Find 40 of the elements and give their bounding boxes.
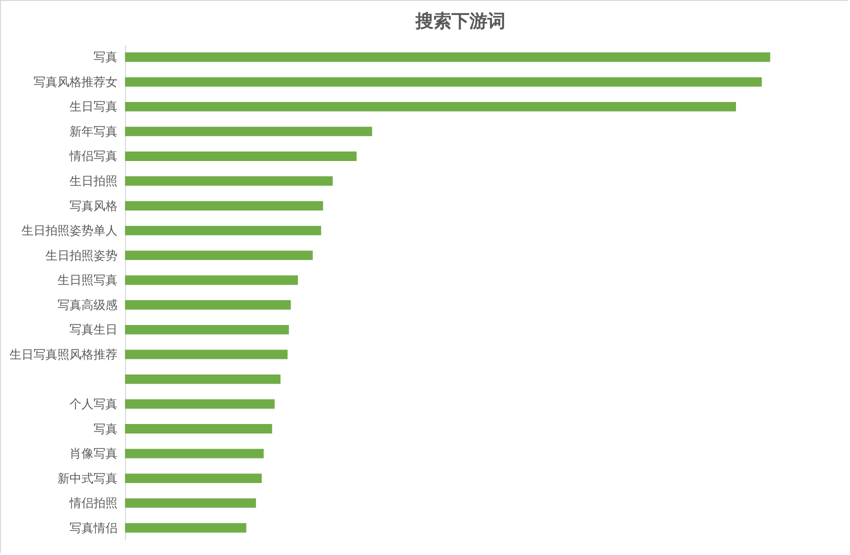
y-tick-label: 情侣拍照 [68, 496, 118, 510]
bar [125, 399, 275, 409]
bar [125, 126, 372, 136]
bar [125, 324, 289, 334]
y-tick-label: 写真 [94, 422, 118, 436]
bar [125, 474, 262, 484]
bar [125, 275, 298, 285]
bar [125, 77, 762, 87]
y-tick-label: 生日拍照 [70, 174, 118, 188]
y-tick-label: 生日写真 [70, 100, 118, 114]
y-tick-label: 个人写真 [70, 396, 118, 411]
bar [125, 374, 280, 384]
bar [125, 498, 256, 508]
bar [125, 52, 770, 62]
bar [125, 152, 357, 161]
bar [125, 448, 264, 458]
bar [125, 250, 313, 260]
bar [125, 350, 288, 360]
y-tick-label: 生日写真照风格推荐 [10, 347, 118, 362]
bar [125, 424, 272, 434]
y-tick-label: 写真风格 [70, 198, 118, 213]
y-tick-label: 新年写真 [70, 124, 118, 138]
y-tick-label: 写真风格推荐女 [34, 74, 118, 89]
bar [125, 176, 333, 186]
y-tick-label: 写真高级感 [58, 298, 118, 312]
bar [125, 201, 324, 210]
bar [125, 226, 322, 236]
y-tick-label: 生日拍照姿势单人 [22, 224, 118, 238]
y-tick-label: 情侣写真 [68, 149, 118, 164]
chart-title: 搜索下游词 [414, 11, 506, 32]
y-tick-label: 写真情侣 [70, 520, 118, 535]
y-tick-label: 肖像写真 [70, 446, 118, 461]
bar [125, 523, 246, 533]
bar [125, 300, 291, 310]
y-tick-label: 生日拍照姿势 [46, 248, 118, 262]
y-tick-label: 写真 [94, 50, 118, 64]
y-tick-label: 生日照写真 [58, 273, 118, 288]
y-tick-label: 写真生日 [70, 322, 118, 337]
y-tick-label: 新中式写真 [58, 471, 118, 486]
bar [125, 102, 736, 112]
